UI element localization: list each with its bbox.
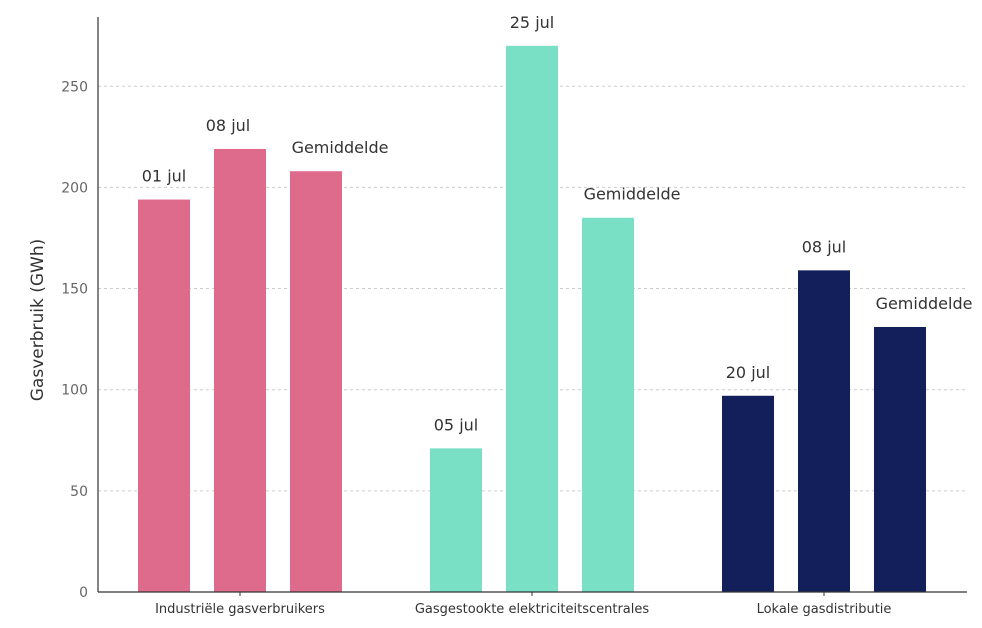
bar bbox=[582, 217, 634, 592]
bar-label: 05 jul bbox=[434, 415, 478, 434]
bar bbox=[214, 148, 266, 592]
x-tick-label: Industriële gasverbruikers bbox=[155, 602, 325, 617]
bar bbox=[722, 395, 774, 592]
bar-label: 08 jul bbox=[206, 116, 250, 135]
bar bbox=[798, 270, 850, 592]
bar-label: 01 jul bbox=[142, 167, 186, 186]
axes: 0 50 100 150 200 250 Industriële gasverbruiker… bbox=[61, 17, 967, 617]
bar bbox=[138, 199, 190, 592]
bar-label: 20 jul bbox=[726, 363, 770, 382]
bar-label: Gemiddelde bbox=[292, 138, 389, 157]
bar bbox=[290, 171, 342, 592]
bar-label: 25 jul bbox=[510, 13, 554, 32]
bar-label: 08 jul bbox=[802, 237, 846, 256]
bar bbox=[430, 448, 482, 592]
x-tick-label: Gasgestookte elektriciteitscentrales bbox=[415, 602, 650, 617]
y-tick-label: 0 bbox=[79, 585, 88, 601]
bar-label: Gemiddelde bbox=[584, 185, 681, 204]
y-tick-label: 150 bbox=[61, 282, 88, 298]
y-tick-label: 250 bbox=[61, 79, 88, 95]
bars bbox=[138, 45, 926, 593]
bar-labels: 01 jul 08 jul Gemiddelde 05 jul 25 jul Gemidd… bbox=[142, 13, 973, 435]
y-axis-title: Gasverbruik (GWh) bbox=[28, 239, 48, 402]
y-tick-label: 100 bbox=[61, 383, 88, 399]
y-tick-label: 50 bbox=[70, 484, 88, 500]
bar bbox=[506, 45, 558, 593]
bar bbox=[874, 326, 926, 592]
y-tick-label: 200 bbox=[61, 180, 88, 196]
bar-label: Gemiddelde bbox=[876, 294, 973, 313]
x-tick-label: Lokale gasdistributie bbox=[757, 602, 892, 617]
